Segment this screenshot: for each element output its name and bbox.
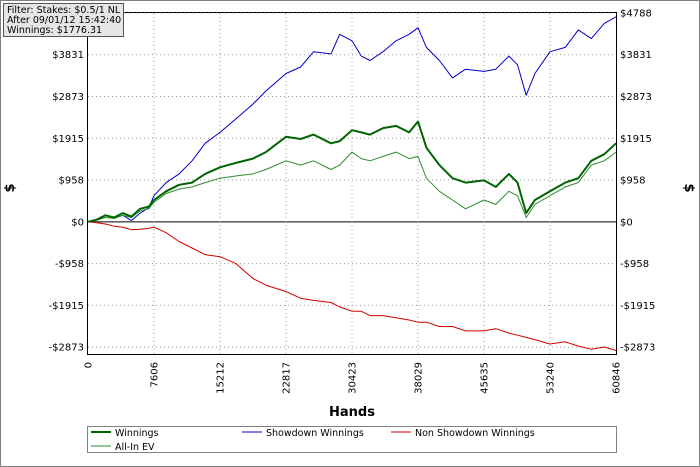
- y-tick-label-right: -$1915: [620, 301, 655, 312]
- legend-label-winnings: Winnings: [115, 428, 159, 439]
- y-axis-title-left: $: [3, 183, 18, 192]
- x-tick-label: 38029: [414, 362, 425, 394]
- info-after: After 09/01/12 15:42:40: [7, 15, 121, 26]
- y-tick-label-right: $1915: [620, 134, 652, 145]
- series-lines: [87, 16, 617, 351]
- legend: Winnings Showdown Winnings Non Showdown …: [87, 426, 617, 453]
- y-tick-label-right: $958: [620, 176, 645, 187]
- x-tick-label: 30423: [348, 362, 359, 394]
- info-box: Filter: Stakes: $0.5/1 NL After 09/01/12…: [3, 3, 124, 37]
- y-tick-label-right: $4788: [620, 9, 652, 20]
- legend-label-showdown-winnings: Showdown Winnings: [266, 428, 364, 439]
- y-tick-label-right: -$958: [620, 259, 649, 270]
- legend-item-non-showdown-winnings: Non Showdown Winnings: [391, 428, 535, 439]
- x-tick-label: 0: [84, 362, 95, 368]
- y-tick-label-right: $2873: [620, 92, 652, 103]
- x-tick-label: 22817: [281, 362, 292, 394]
- y-tick-label-left: -$1915: [49, 301, 84, 312]
- y-tick-label-right: $3831: [620, 50, 652, 61]
- y-tick-label-left: $958: [59, 176, 84, 187]
- x-axis: 0 7606 15212 22817 30423 38029 45635 53240 60846: [84, 362, 623, 394]
- grid: [88, 12, 616, 354]
- legend-item-all-in-ev: All-In EV: [91, 442, 155, 453]
- legend-label-all-in-ev: All-In EV: [115, 442, 155, 453]
- y-tick-label-left: -$2873: [49, 343, 84, 354]
- legend-item-winnings: Winnings: [91, 428, 159, 439]
- series-line-winnings: [87, 120, 617, 223]
- y-tick-label-left: $3831: [52, 50, 84, 61]
- y-tick-label-left: -$958: [55, 259, 84, 270]
- x-tick-label: 15212: [216, 362, 227, 394]
- x-tick-label: 60846: [612, 362, 623, 394]
- plot-border: [87, 12, 617, 355]
- info-filter: Filter: Stakes: $0.5/1 NL: [7, 5, 121, 16]
- series-line-non-showdown-winnings: [87, 221, 617, 351]
- legend-item-showdown-winnings: Showdown Winnings: [242, 428, 364, 439]
- x-tick-label: 7606: [150, 362, 161, 387]
- y-tick-label-left: $2873: [52, 92, 84, 103]
- y-tick-label-right: -$2873: [620, 343, 655, 354]
- info-winnings: Winnings: $1776.31: [7, 25, 102, 36]
- x-tick-label: 45635: [480, 362, 491, 394]
- y-tick-label-right: $0: [620, 217, 633, 228]
- series-line-all-in-ev: [87, 151, 617, 223]
- y-axis-right: $4788 $3831 $2873 $1915 $958 $0 -$958 -$1915 -$2…: [620, 9, 655, 354]
- y-tick-label-left: $1915: [52, 134, 84, 145]
- x-tick-label: 53240: [545, 362, 556, 394]
- y-tick-label-left: $0: [71, 217, 84, 228]
- legend-label-non-showdown-winnings: Non Showdown Winnings: [415, 428, 535, 439]
- y-axis-left: $4788$3831$2873$1915$958$0-$958-$1915-$2…: [49, 9, 84, 354]
- x-axis-title: Hands: [329, 405, 375, 420]
- y-axis-title-right: $: [681, 183, 696, 192]
